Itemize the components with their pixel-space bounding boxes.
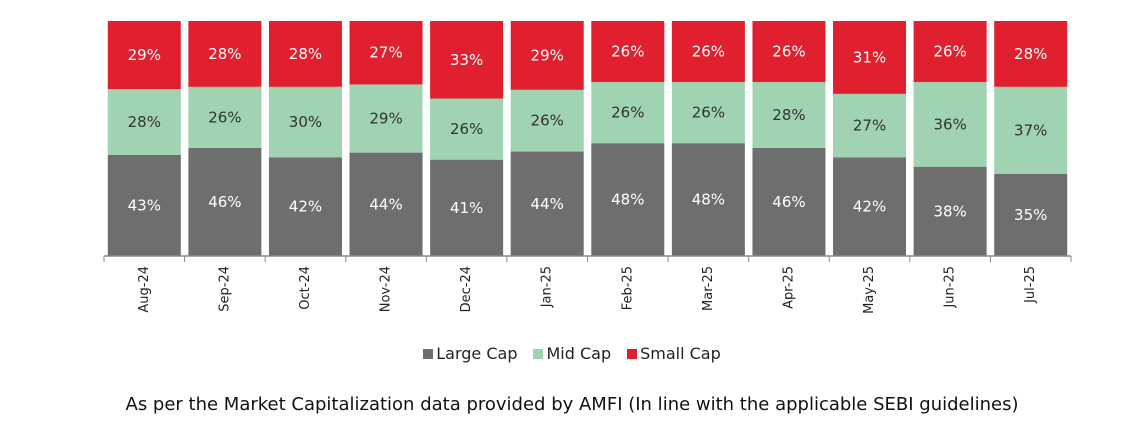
x-tick-label: Jun-25 bbox=[943, 266, 958, 309]
x-tick-label: Jan-25 bbox=[540, 266, 555, 308]
bar-mid-cap-jul-25 bbox=[994, 86, 1068, 174]
bar-mid-cap-jun-25 bbox=[913, 82, 987, 167]
data-label: 29% bbox=[531, 46, 564, 64]
bar-mid-cap-aug-24 bbox=[107, 89, 181, 155]
legend-label: Mid Cap bbox=[546, 344, 612, 363]
bar-small-cap-nov-24 bbox=[349, 21, 423, 85]
legend-swatch bbox=[627, 349, 638, 359]
data-label: 28% bbox=[128, 113, 161, 131]
data-label: 28% bbox=[208, 45, 241, 63]
bar-small-cap-oct-24 bbox=[268, 21, 342, 87]
data-label: 30% bbox=[289, 113, 322, 131]
data-label: 46% bbox=[208, 193, 241, 211]
data-label: 33% bbox=[450, 51, 483, 69]
bar-small-cap-dec-24 bbox=[430, 21, 504, 99]
bar-large-cap-sep-24 bbox=[188, 147, 262, 256]
data-label: 44% bbox=[369, 195, 402, 213]
bar-small-cap-jan-25 bbox=[510, 21, 584, 90]
bar-mid-cap-nov-24 bbox=[349, 84, 423, 153]
x-tick-label: Dec-24 bbox=[459, 266, 474, 312]
data-label: 28% bbox=[1014, 45, 1047, 63]
data-label: 26% bbox=[531, 112, 564, 130]
data-label: 26% bbox=[611, 43, 644, 61]
x-tick-label: Apr-25 bbox=[781, 266, 796, 309]
data-label: 27% bbox=[853, 117, 886, 135]
data-label: 26% bbox=[772, 43, 805, 61]
data-label: 48% bbox=[611, 191, 644, 209]
data-label: 46% bbox=[772, 193, 805, 211]
data-label: 41% bbox=[450, 199, 483, 217]
data-label: 37% bbox=[1014, 121, 1047, 139]
data-label: 29% bbox=[369, 110, 402, 128]
bar-small-cap-may-25 bbox=[833, 21, 907, 94]
bar-small-cap-mar-25 bbox=[671, 21, 745, 83]
bar-large-cap-oct-24 bbox=[268, 157, 342, 256]
bar-large-cap-may-25 bbox=[833, 157, 907, 256]
x-axis-ticks: Aug-24 Sep-24 Oct-24 Nov-24 Dec-24 Jan-25 Feb-… bbox=[103, 256, 1072, 314]
bar-large-cap-dec-24 bbox=[430, 159, 504, 256]
x-tick-label: Jul-25 bbox=[1023, 266, 1038, 304]
stacked-bar-chart: 43% 28% 29% 46% 26% 28% 42% 30% 28% 44% 29% 27% 41% 2… bbox=[103, 21, 1072, 314]
data-label: 42% bbox=[289, 198, 322, 216]
bar-large-cap-mar-25 bbox=[671, 143, 745, 256]
data-label: 26% bbox=[692, 43, 725, 61]
bar-large-cap-apr-25 bbox=[752, 147, 826, 256]
data-label: 27% bbox=[369, 44, 402, 62]
bar-mid-cap-oct-24 bbox=[268, 86, 342, 158]
bar-mid-cap-mar-25 bbox=[671, 82, 745, 144]
bar-mid-cap-feb-25 bbox=[591, 82, 665, 144]
bar-large-cap-feb-25 bbox=[591, 143, 665, 256]
legend-swatch bbox=[533, 349, 544, 359]
bar-mid-cap-sep-24 bbox=[188, 86, 262, 148]
x-tick-label: Aug-24 bbox=[137, 266, 152, 313]
data-label: 26% bbox=[450, 120, 483, 138]
data-label: 29% bbox=[128, 46, 161, 64]
bar-large-cap-nov-24 bbox=[349, 152, 423, 256]
legend-label: Large Cap bbox=[436, 344, 518, 363]
bar-mid-cap-dec-24 bbox=[430, 98, 504, 160]
data-label: 31% bbox=[853, 48, 886, 66]
legend-swatch bbox=[423, 349, 434, 359]
data-label: 26% bbox=[611, 104, 644, 122]
legend-item-mid-cap: Mid Cap bbox=[533, 344, 611, 363]
data-label: 36% bbox=[933, 115, 966, 133]
bar-small-cap-aug-24 bbox=[107, 21, 181, 90]
legend-item-small-cap: Small Cap bbox=[627, 344, 721, 363]
legend: Large Cap Mid Cap Small Cap bbox=[0, 344, 1144, 363]
caption: As per the Market Capitalization data pr… bbox=[125, 394, 1019, 415]
data-label: 44% bbox=[531, 195, 564, 213]
bar-small-cap-jun-25 bbox=[913, 21, 987, 83]
data-label: 28% bbox=[772, 106, 805, 124]
x-tick-label: Oct-24 bbox=[298, 266, 313, 310]
data-label: 38% bbox=[933, 202, 966, 220]
legend-item-large-cap: Large Cap bbox=[423, 344, 517, 363]
bar-large-cap-jul-25 bbox=[994, 173, 1068, 256]
bar-large-cap-jan-25 bbox=[510, 151, 584, 256]
bar-small-cap-feb-25 bbox=[591, 21, 665, 83]
x-tick-label: Nov-24 bbox=[379, 266, 394, 312]
bar-mid-cap-jan-25 bbox=[510, 89, 584, 152]
x-tick-label: Sep-24 bbox=[217, 266, 232, 312]
bar-large-cap-jun-25 bbox=[913, 166, 987, 256]
x-tick-label: Mar-25 bbox=[701, 266, 716, 311]
data-label: 26% bbox=[933, 43, 966, 61]
data-label: 28% bbox=[289, 45, 322, 63]
bar-small-cap-sep-24 bbox=[188, 21, 262, 87]
data-label: 26% bbox=[692, 104, 725, 122]
data-label: 48% bbox=[692, 191, 725, 209]
bar-mid-cap-may-25 bbox=[833, 93, 907, 158]
bars-group: 43% 28% 29% 46% 26% 28% 42% 30% 28% 44% 29% 27% 41% 2… bbox=[107, 21, 1068, 256]
data-label: 26% bbox=[208, 108, 241, 126]
x-tick-label: May-25 bbox=[862, 266, 877, 314]
data-label: 35% bbox=[1014, 206, 1047, 224]
x-tick-label: Feb-25 bbox=[620, 266, 635, 310]
bar-small-cap-jul-25 bbox=[994, 21, 1068, 87]
bar-small-cap-apr-25 bbox=[752, 21, 826, 83]
bar-large-cap-aug-24 bbox=[107, 154, 181, 256]
data-label: 42% bbox=[853, 198, 886, 216]
legend-label: Small Cap bbox=[640, 344, 721, 363]
bar-mid-cap-apr-25 bbox=[752, 82, 826, 148]
data-label: 43% bbox=[128, 196, 161, 214]
